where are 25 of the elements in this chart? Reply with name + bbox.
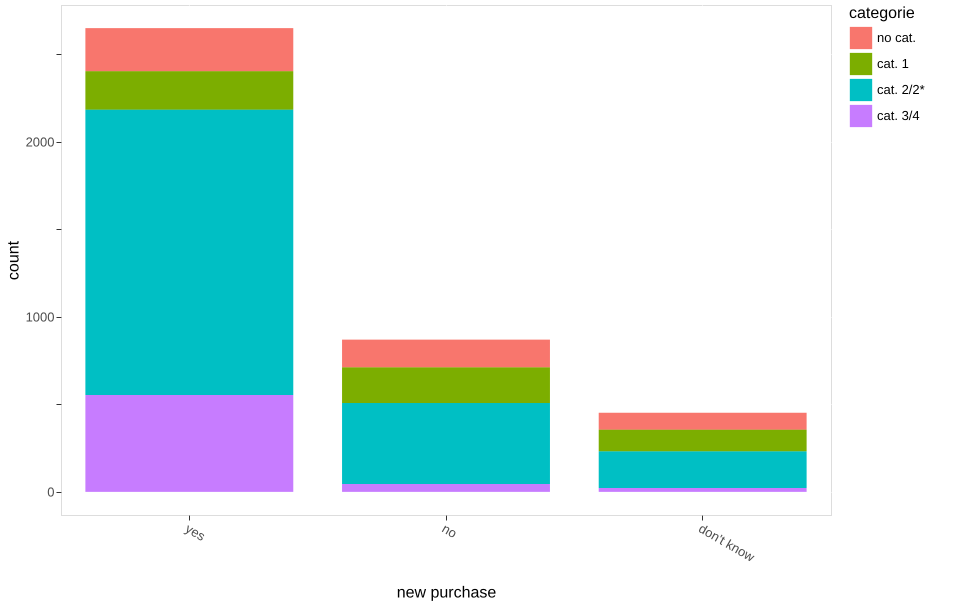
- bar: [342, 484, 550, 492]
- bar: [342, 367, 550, 403]
- x-tick-label: don't know: [696, 520, 758, 565]
- bar: [85, 71, 294, 110]
- x-tick-label: yes: [182, 520, 208, 544]
- bar: [598, 430, 807, 452]
- x-axis-title: new purchase: [396, 584, 496, 602]
- bar: [85, 394, 294, 492]
- bar: [598, 488, 807, 492]
- bar: [342, 340, 550, 368]
- x-tick-label: no: [440, 520, 460, 541]
- bar: [598, 412, 807, 430]
- legend-label: cat. 3/4: [877, 108, 920, 123]
- y-axis-title: count: [6, 240, 23, 280]
- y-tick-label: 1000: [26, 309, 54, 324]
- legend-label: cat. 2/2*: [877, 82, 925, 97]
- bar: [342, 402, 550, 484]
- y-tick-label: 2000: [26, 134, 54, 150]
- bar: [85, 28, 294, 72]
- y-tick-label: 0: [47, 484, 54, 500]
- legend-title: categorie: [849, 5, 915, 22]
- bar: [85, 110, 294, 395]
- legend-label: cat. 1: [877, 56, 909, 71]
- legend-label: no cat.: [877, 30, 916, 45]
- bar: [598, 451, 807, 488]
